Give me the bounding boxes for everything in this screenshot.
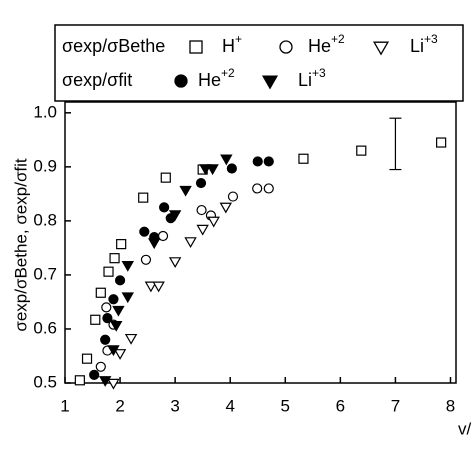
data-point xyxy=(109,253,120,264)
legend-box xyxy=(54,24,464,102)
x-tick-label: 5 xyxy=(281,396,290,415)
y-axis-label: σexp/σBethe, σexp/σfit xyxy=(11,158,30,332)
data-point xyxy=(89,369,100,380)
data-point xyxy=(206,164,219,176)
data-point xyxy=(90,314,101,325)
legend-label: Li+3 xyxy=(410,32,438,56)
data-point xyxy=(196,224,209,236)
data-point xyxy=(179,185,192,197)
data-point xyxy=(144,281,158,293)
data-point xyxy=(219,202,233,214)
y-tick-label: 0.5 xyxy=(33,372,57,391)
legend-label: He+2 xyxy=(308,32,345,56)
data-point xyxy=(124,333,138,345)
data-point xyxy=(220,154,233,166)
y-tick-label: 0.9 xyxy=(33,156,57,175)
data-point xyxy=(195,177,207,189)
data-point xyxy=(159,202,170,213)
data-point xyxy=(227,191,239,202)
data-point xyxy=(263,183,274,194)
legend-label: H+ xyxy=(222,32,242,56)
x-tick-label: 7 xyxy=(391,396,400,415)
data-point xyxy=(108,294,119,305)
data-point xyxy=(168,257,182,269)
data-point xyxy=(298,153,309,164)
data-point xyxy=(100,334,111,345)
x-tick-label: 8 xyxy=(446,396,455,415)
data-point xyxy=(148,238,161,250)
x-axis-label: v/ xyxy=(458,419,472,438)
data-point xyxy=(140,254,152,265)
data-point xyxy=(107,345,120,357)
data-point xyxy=(436,137,447,148)
legend-marker xyxy=(279,40,293,54)
data-point xyxy=(81,353,93,364)
plot-frame xyxy=(64,101,457,384)
data-point xyxy=(138,192,149,203)
legend-marker xyxy=(261,75,279,90)
data-point xyxy=(252,183,263,194)
legend-group-label: σexp/σBethe xyxy=(62,36,165,56)
data-point xyxy=(226,163,237,174)
x-tick-label: 1 xyxy=(60,396,69,415)
data-point xyxy=(121,292,134,304)
x-tick-label: 6 xyxy=(336,396,345,415)
data-point xyxy=(98,376,112,387)
y-tick-label: 1.0 xyxy=(33,102,57,121)
legend-marker xyxy=(372,41,390,56)
data-point xyxy=(168,210,182,222)
data-point xyxy=(184,237,197,249)
x-tick-label: 2 xyxy=(115,396,124,415)
legend-group-label: σexp/σfit xyxy=(62,70,132,90)
data-point xyxy=(139,226,150,237)
y-tick-label: 0.8 xyxy=(33,210,57,229)
data-point xyxy=(263,156,274,167)
legend-label: He+2 xyxy=(198,66,235,90)
data-point xyxy=(107,378,120,390)
y-tick-label: 0.7 xyxy=(33,264,57,283)
data-point xyxy=(356,145,367,156)
data-point xyxy=(152,281,165,293)
data-point xyxy=(114,275,126,286)
legend-marker xyxy=(189,40,203,54)
data-point xyxy=(207,216,220,228)
data-point xyxy=(252,156,263,167)
x-tick-label: 3 xyxy=(170,396,179,415)
legend-label: Li+3 xyxy=(298,66,326,90)
data-point xyxy=(160,172,171,183)
data-point xyxy=(103,266,114,277)
legend-marker xyxy=(174,74,188,88)
data-point xyxy=(110,320,123,332)
data-point xyxy=(101,302,112,313)
data-point xyxy=(116,239,127,250)
y-tick-label: 0.6 xyxy=(33,318,57,337)
x-tick-label: 4 xyxy=(225,396,234,415)
data-point xyxy=(121,260,134,272)
data-point xyxy=(196,204,207,216)
data-point xyxy=(102,313,113,324)
data-point xyxy=(113,349,127,360)
data-point xyxy=(112,305,125,317)
data-point xyxy=(74,375,85,386)
data-point xyxy=(95,361,106,372)
data-point xyxy=(95,287,106,298)
